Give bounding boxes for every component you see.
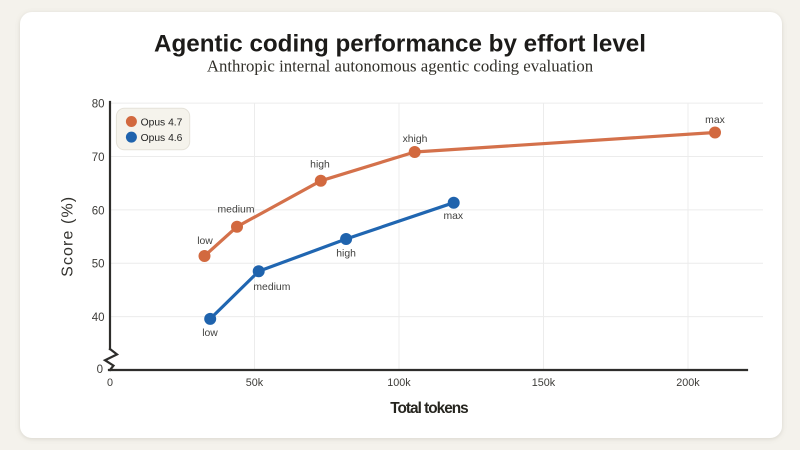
svg-text:Opus 4.7: Opus 4.7 <box>141 117 183 128</box>
svg-text:Agentic coding performance by: Agentic coding performance by effort lev… <box>154 31 646 58</box>
svg-text:Score (%): Score (%) <box>60 196 77 277</box>
svg-text:70: 70 <box>92 152 105 164</box>
svg-text:high: high <box>310 160 330 171</box>
svg-text:50: 50 <box>92 259 105 271</box>
svg-text:200k: 200k <box>676 377 700 389</box>
svg-text:Total tokens: Total tokens <box>390 400 468 417</box>
svg-text:low: low <box>202 328 218 339</box>
svg-text:100k: 100k <box>387 377 411 389</box>
svg-text:0: 0 <box>107 377 113 389</box>
svg-text:80: 80 <box>92 99 105 111</box>
svg-text:max: max <box>705 115 725 126</box>
svg-text:medium: medium <box>253 282 290 293</box>
svg-text:medium: medium <box>218 204 255 215</box>
svg-text:60: 60 <box>92 205 105 217</box>
svg-text:low: low <box>197 236 213 247</box>
svg-text:Opus 4.6: Opus 4.6 <box>141 133 183 144</box>
svg-text:high: high <box>336 249 356 260</box>
svg-text:0: 0 <box>97 364 103 376</box>
svg-text:Anthropic internal autonomous: Anthropic internal autonomous agentic co… <box>207 57 594 76</box>
svg-text:max: max <box>443 211 463 222</box>
svg-text:150k: 150k <box>532 377 556 389</box>
svg-text:xhigh: xhigh <box>403 134 428 145</box>
svg-text:50k: 50k <box>246 377 264 389</box>
svg-text:40: 40 <box>92 312 105 324</box>
